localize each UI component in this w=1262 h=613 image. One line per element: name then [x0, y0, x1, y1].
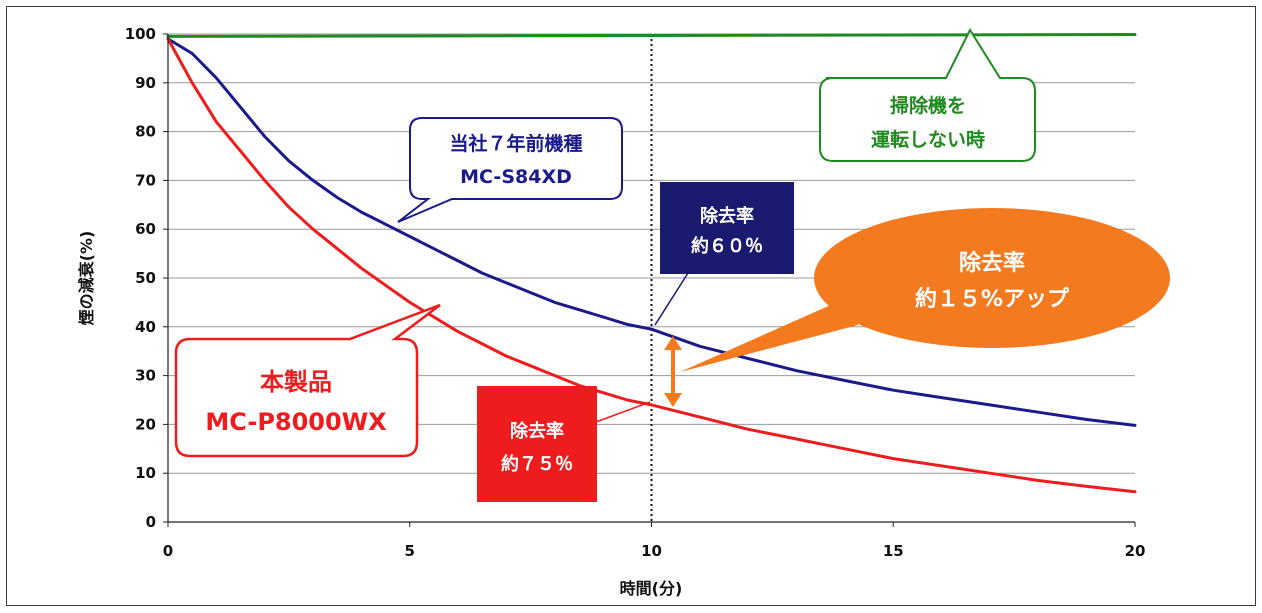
- improvement-line1: 除去率: [959, 250, 1025, 276]
- y-tick-label-20: 20: [135, 415, 156, 433]
- y-tick-label-100: 100: [125, 25, 156, 43]
- callout-this-product: 本製品 MC-P8000WX: [174, 303, 441, 458]
- callout-old-model: 当社７年前機種 MC-S84XD: [397, 117, 623, 223]
- callout-no-cleaner-line1: 掃除機を: [890, 94, 966, 117]
- new-rate-pointer: [595, 401, 651, 423]
- x-tick-label-20: 20: [1125, 542, 1146, 560]
- y-tick-label-10: 10: [135, 464, 156, 482]
- axes: [163, 33, 1136, 527]
- old-rate-line2: 約６０％: [691, 235, 763, 257]
- old-rate-line1: 除去率: [700, 205, 754, 227]
- y-tick-label-60: 60: [135, 220, 156, 238]
- series-line-old_model: [166, 37, 1137, 427]
- x-tick-label-0: 0: [163, 542, 173, 560]
- x-tick-label-10: 10: [641, 542, 662, 560]
- x-tick-label-5: 5: [405, 542, 415, 560]
- callout-old-model-line1: 当社７年前機種: [449, 132, 582, 155]
- y-tick-label-90: 90: [135, 74, 156, 92]
- y-tick-label-30: 30: [135, 367, 156, 385]
- y-tick-label-50: 50: [135, 269, 156, 287]
- difference-arrow: [664, 336, 682, 407]
- tick-labels: 0 10 20 30 40 50 60 70 80 90 100 0 5 10 15 20: [125, 25, 1146, 560]
- improvement-line2: 約１５%アップ: [915, 286, 1070, 312]
- old-rate-box: 除去率 約６０％: [660, 182, 794, 274]
- y-tick-label-0: 0: [146, 513, 156, 531]
- callout-no-cleaner: 掃除機を 運転しない時: [819, 27, 1036, 162]
- new-rate-line1: 除去率: [510, 420, 564, 442]
- x-tick-label-15: 15: [883, 542, 904, 560]
- new-rate-box: 除去率 約７５％: [477, 386, 597, 502]
- new-rate-line2: 約７５％: [501, 453, 573, 475]
- callout-improvement: 除去率 約１５%アップ: [680, 208, 1170, 372]
- old-rate-pointer: [654, 272, 689, 326]
- y-tick-label-40: 40: [135, 318, 156, 336]
- y-tick-label-80: 80: [135, 123, 156, 141]
- callout-this-product-line1: 本製品: [260, 368, 332, 396]
- callout-old-model-line2: MC-S84XD: [460, 166, 572, 188]
- y-tick-label-70: 70: [135, 171, 156, 189]
- chart-frame: [6, 6, 1256, 606]
- callout-this-product-line2: MC-P8000WX: [205, 408, 387, 436]
- callout-no-cleaner-line2: 運転しない時: [871, 129, 985, 151]
- y-axis-label: 煙の減衰(%): [77, 231, 96, 326]
- series-line-this_product: [166, 37, 1137, 494]
- series-line-no_cleaner: [166, 33, 1137, 38]
- x-axis-label: 時間(分): [620, 579, 683, 598]
